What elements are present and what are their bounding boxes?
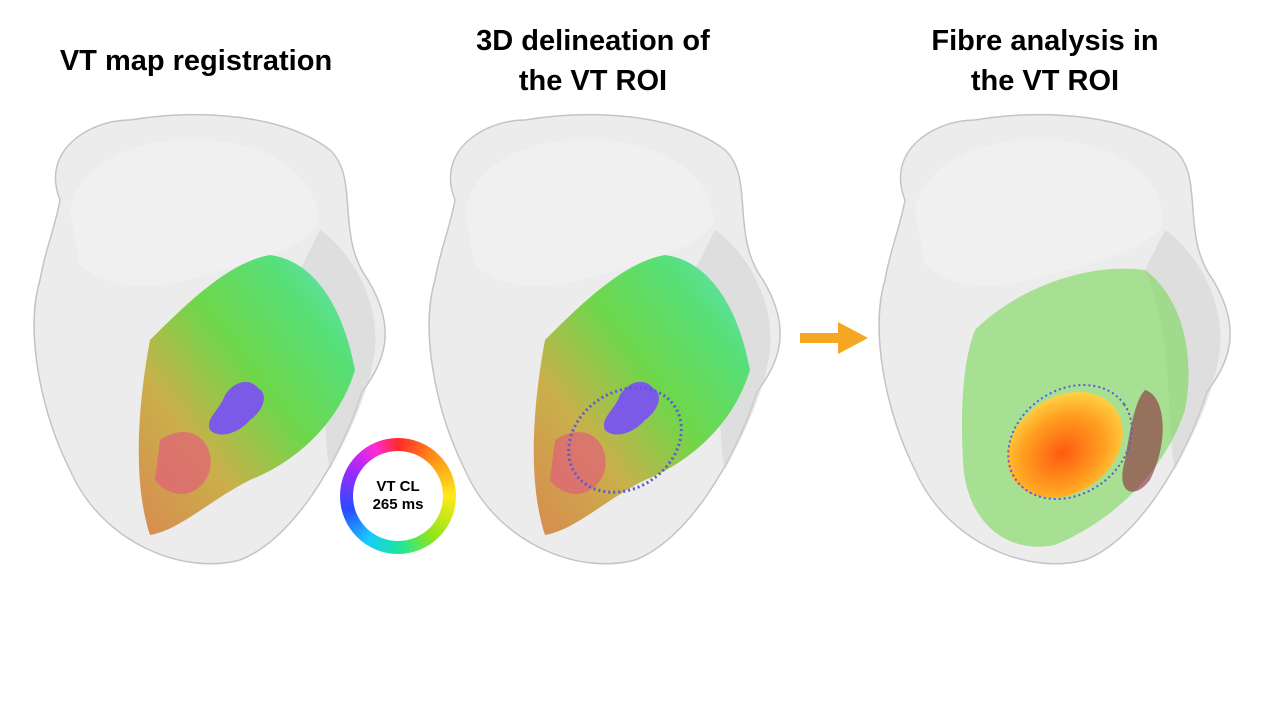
panel-title: Fibre analysis in <box>931 25 1158 57</box>
panel-title: VT map registration <box>60 45 332 77</box>
color-wheel: 0 ms VT CL 265 ms <box>340 438 456 554</box>
wheel-label: 265 ms <box>372 496 424 513</box>
wheel-start-label: 0 ms <box>382 450 414 466</box>
color-wheel-center <box>353 451 443 541</box>
wheel-label: VT CL <box>376 478 420 495</box>
heart-render <box>878 113 1231 565</box>
panel-title: 3D delineation of <box>476 25 710 57</box>
heart-render <box>33 113 386 565</box>
panel-title: the VT ROI <box>519 65 667 97</box>
heart-render <box>428 113 781 565</box>
arrow <box>800 322 868 354</box>
panel-title: the VT ROI <box>971 65 1119 97</box>
